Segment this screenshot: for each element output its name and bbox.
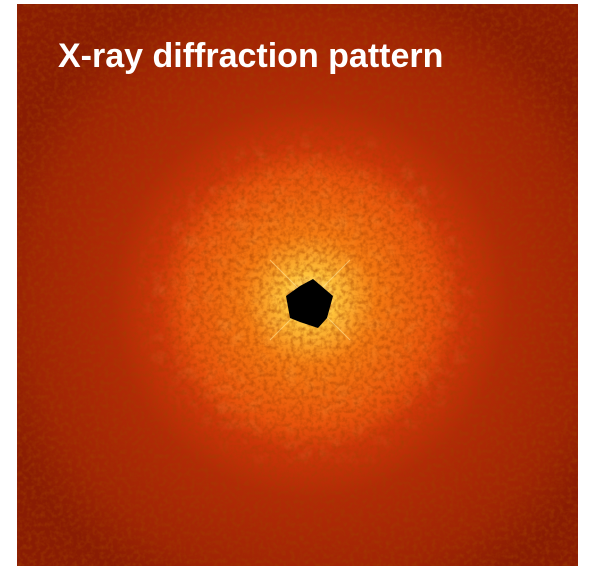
title: X-ray diffraction pattern	[58, 37, 443, 75]
page: X-ray diffraction pattern (() => { const…	[0, 0, 592, 574]
noise	[17, 4, 578, 566]
diffraction-image: X-ray diffraction pattern	[0, 0, 592, 574]
